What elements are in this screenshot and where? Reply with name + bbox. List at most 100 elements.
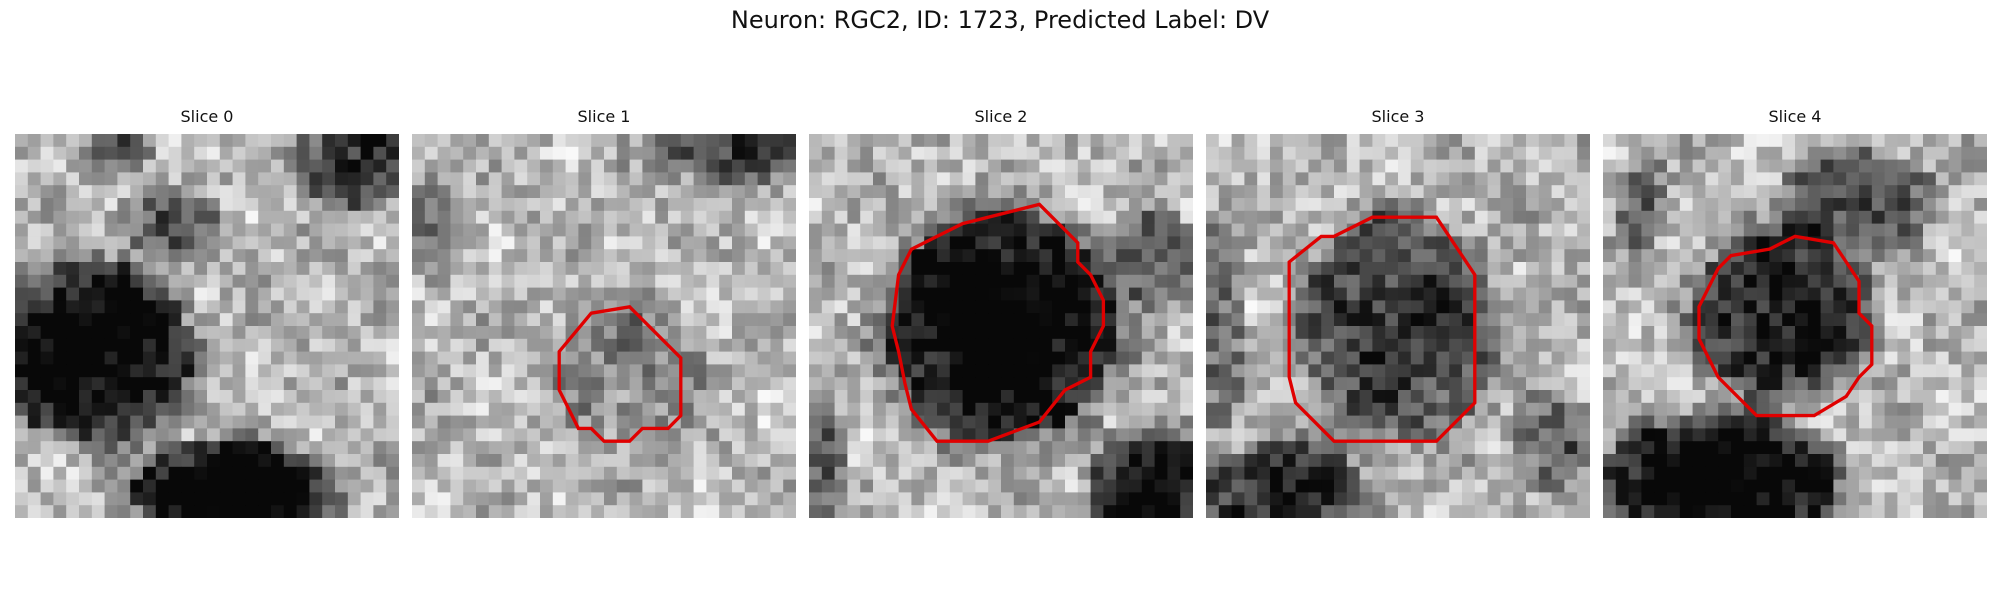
- pixel: [1013, 134, 1027, 148]
- pixel: [40, 441, 54, 455]
- pixel: [809, 236, 823, 250]
- pixel: [1270, 159, 1284, 173]
- pixel: [488, 172, 502, 186]
- pixel: [1257, 210, 1271, 224]
- pixel: [783, 428, 796, 442]
- pixel: [693, 479, 707, 493]
- pixel: [1270, 172, 1284, 186]
- pixel: [732, 262, 746, 276]
- pixel: [1244, 172, 1258, 186]
- pixel: [578, 198, 592, 212]
- pixel: [79, 338, 93, 352]
- pixel: [117, 172, 131, 186]
- pixel: [181, 505, 195, 518]
- pixel: [347, 428, 361, 442]
- pixel: [1667, 402, 1681, 416]
- pixel: [1385, 146, 1399, 160]
- pixel: [1756, 236, 1770, 250]
- pixel: [476, 262, 490, 276]
- pixel: [194, 441, 208, 455]
- pixel: [1218, 262, 1232, 276]
- pixel: [1244, 198, 1258, 212]
- pixel: [424, 262, 438, 276]
- pixel: [322, 364, 336, 378]
- pixel: [693, 441, 707, 455]
- pixel: [770, 364, 784, 378]
- pixel: [463, 236, 477, 250]
- pixel: [1334, 198, 1348, 212]
- pixel: [104, 492, 118, 506]
- pixel: [476, 185, 490, 199]
- pixel: [1974, 249, 1987, 263]
- pixel: [1129, 262, 1143, 276]
- pixel: [258, 134, 272, 148]
- pixel: [347, 364, 361, 378]
- pixel: [873, 146, 887, 160]
- pixel: [1231, 390, 1245, 404]
- pixel: [1923, 223, 1937, 237]
- pixel: [1910, 390, 1924, 404]
- pixel: [1564, 428, 1578, 442]
- pixel: [732, 364, 746, 378]
- pixel: [1615, 338, 1629, 352]
- pixel: [591, 492, 605, 506]
- pixel: [1334, 172, 1348, 186]
- pixel: [1372, 249, 1386, 263]
- pixel: [975, 249, 989, 263]
- pixel: [1141, 326, 1155, 340]
- pixel: [988, 185, 1002, 199]
- pixel: [1346, 287, 1360, 301]
- pixel: [322, 326, 336, 340]
- pixel: [155, 198, 169, 212]
- pixel: [1961, 402, 1975, 416]
- pixel: [283, 428, 297, 442]
- pixel: [1462, 415, 1476, 429]
- pixel: [412, 466, 426, 480]
- pixel: [412, 505, 426, 518]
- pixel: [1487, 249, 1501, 263]
- pixel: [1308, 364, 1322, 378]
- pixel: [66, 236, 80, 250]
- pixel: [1308, 428, 1322, 442]
- pixel: [1398, 415, 1412, 429]
- pixel: [514, 466, 528, 480]
- pixel: [770, 351, 784, 365]
- pixel: [1103, 326, 1117, 340]
- pixel: [744, 198, 758, 212]
- pixel: [1897, 236, 1911, 250]
- pixel: [181, 287, 195, 301]
- pixel: [655, 274, 669, 288]
- pixel: [1346, 236, 1360, 250]
- pixel: [155, 364, 169, 378]
- pixel: [1180, 326, 1193, 340]
- pixel: [655, 364, 669, 378]
- pixel: [15, 428, 29, 442]
- pixel: [834, 236, 848, 250]
- pixel: [181, 134, 195, 148]
- pixel: [412, 274, 426, 288]
- pixel: [104, 300, 118, 314]
- pixel: [1782, 390, 1796, 404]
- pixel: [309, 134, 323, 148]
- pixel: [1679, 236, 1693, 250]
- pixel: [1820, 210, 1834, 224]
- pixel: [1974, 390, 1987, 404]
- pixel: [360, 185, 374, 199]
- pixel: [924, 390, 938, 404]
- pixel: [373, 326, 387, 340]
- pixel: [79, 249, 93, 263]
- pixel: [949, 466, 963, 480]
- pixel: [424, 210, 438, 224]
- pixel: [1948, 428, 1962, 442]
- pixel: [1961, 364, 1975, 378]
- slice-panel-0: Slice 0: [15, 107, 399, 518]
- pixel: [1410, 402, 1424, 416]
- pixel: [1526, 402, 1540, 416]
- pixel: [1321, 274, 1335, 288]
- pixel: [783, 492, 796, 506]
- pixel: [1743, 198, 1757, 212]
- pixel: [373, 364, 387, 378]
- pixel: [258, 146, 272, 160]
- pixel: [1731, 492, 1745, 506]
- pixel: [578, 274, 592, 288]
